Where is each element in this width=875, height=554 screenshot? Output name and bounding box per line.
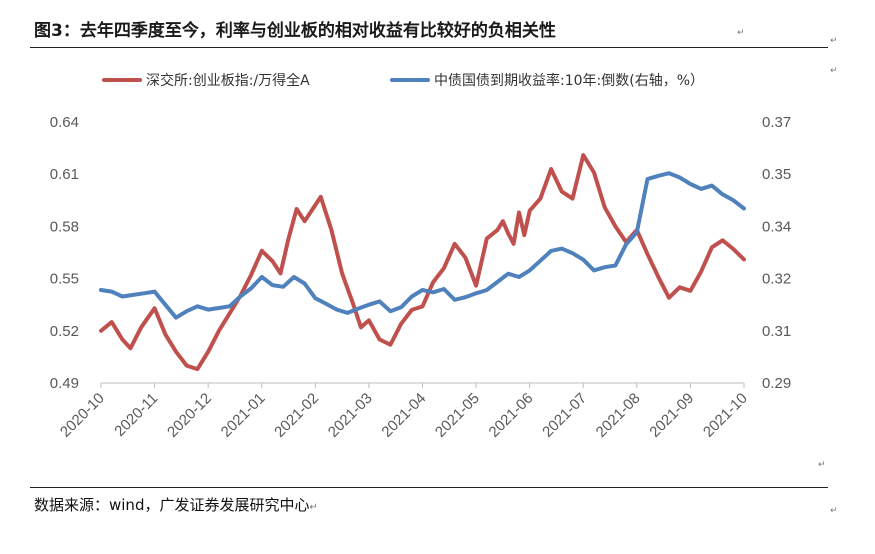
x-tick-label: 2021-06 [486,390,537,441]
left-tick-label: 0.58 [50,218,79,235]
bottom-rule [30,487,828,488]
x-tick-label: 2021-03 [325,390,376,441]
source-text: 数据来源：wind，广发证券发展研究中心 [34,496,310,514]
left-tick-label: 0.55 [50,271,79,288]
right-y-axis: 0.29 0.31 0.32 0.34 0.35 0.37 [762,114,791,392]
paragraph-mark-icon: ↵ [309,502,318,513]
left-tick-label: 0.49 [50,375,79,392]
legend-label-2: 中债国债到期收益率:10年:倒数(右轴，%） [434,72,704,89]
paragraph-mark-icon: ↵ [818,460,826,470]
right-tick-label: 0.37 [762,114,791,131]
x-tick-label: 2021-08 [593,390,644,441]
paragraph-mark-icon: ↵ [830,66,838,76]
x-tick-label: 2021-02 [271,390,322,441]
paragraph-mark-icon: ↵ [737,28,745,38]
paragraph-mark-icon: ↵ [830,506,838,516]
x-tick-label: 2021-01 [218,390,269,441]
right-tick-label: 0.29 [762,375,791,392]
x-tick-label: 2021-04 [378,390,429,441]
right-tick-label: 0.31 [762,323,791,340]
left-tick-label: 0.61 [50,166,79,183]
chart-title: 图3：去年四季度至今，利率与创业板的相对收益有比较好的负相关性 [34,21,556,41]
top-rule [30,47,828,48]
paragraph-mark-icon: ↵ [830,36,838,46]
x-tick-label: 2021-10 [700,390,751,441]
series-group [99,153,746,372]
right-tick-label: 0.34 [762,218,791,235]
x-tick-label: 2020-12 [164,390,215,441]
left-tick-label: 0.64 [50,114,79,131]
series-line-2 [99,171,746,320]
x-tick-label: 2021-09 [646,390,697,441]
x-tick-label: 2020-11 [111,390,161,440]
x-axis: 2020-10 2020-11 2020-12 2021-01 2021-02 2021-… [57,382,751,441]
left-y-axis: 0.49 0.52 0.55 0.58 0.61 0.64 [50,114,79,392]
right-tick-label: 0.32 [762,271,791,288]
source-note: 数据来源：wind，广发证券发展研究中心↵ [34,494,318,515]
x-tick-label: 2020-10 [57,390,108,441]
legend: 深交所:创业板指:/万得全A 中债国债到期收益率:10年:倒数(右轴，%） [102,72,704,89]
x-tick-label: 2021-07 [539,390,590,441]
x-tick-label: 2021-05 [432,390,483,441]
legend-label-1: 深交所:创业板指:/万得全A [146,72,310,89]
right-tick-label: 0.35 [762,166,791,183]
left-tick-label: 0.52 [50,323,79,340]
